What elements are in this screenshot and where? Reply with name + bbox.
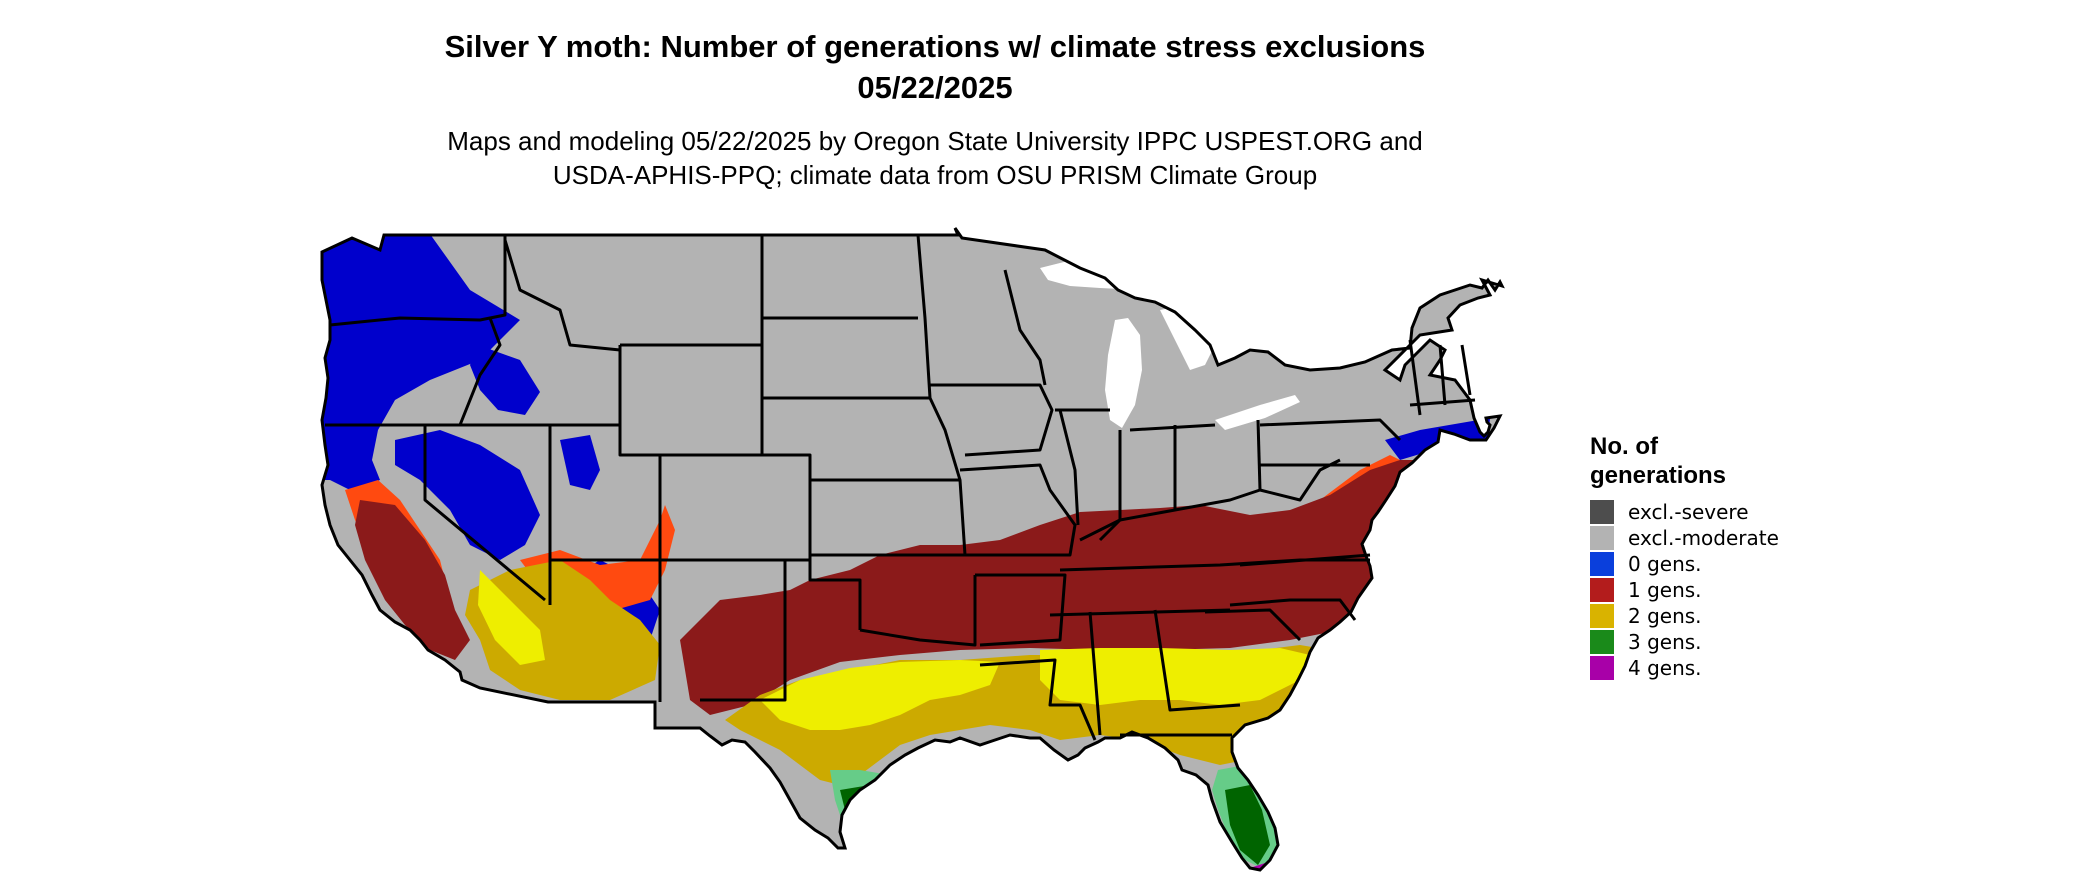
legend-swatch [1590, 552, 1614, 576]
border-co [660, 453, 812, 560]
legend-item-2-gens: 2 gens. [1590, 603, 1779, 629]
legend-title-line-1: No. of [1590, 433, 1658, 460]
legend: No. of generations excl.-severe excl.-mo… [1590, 432, 1779, 681]
legend-item-excl-severe: excl.-severe [1590, 499, 1779, 525]
legend-label: 3 gens. [1628, 630, 1702, 654]
zone-4-gens-keys [1225, 862, 1270, 870]
border-pa-ny [1259, 418, 1402, 442]
border-mo [959, 463, 1077, 557]
legend-swatch [1590, 500, 1614, 524]
border-id-west [458, 235, 507, 426]
state-borders [325, 234, 1476, 741]
map-subtitle: Maps and modeling 05/22/2025 by Oregon S… [0, 124, 1870, 192]
zone-2-gens-bright-se [1040, 648, 1310, 705]
legend-label: excl.-severe [1628, 500, 1749, 524]
title-line-2: 05/22/2025 [857, 70, 1013, 105]
zone-0-gens-utah [560, 435, 600, 490]
border-la [979, 658, 1097, 741]
zone-1-gens-west [355, 500, 470, 660]
border-ar [975, 573, 1067, 647]
title-line-1: Silver Y moth: Number of generations w/ … [444, 29, 1426, 64]
border-ma [1409, 398, 1476, 407]
border-ms-al [1088, 611, 1102, 736]
lake-michigan [1105, 318, 1142, 428]
legend-swatch [1590, 656, 1614, 680]
legend-item-3-gens: 3 gens. [1590, 629, 1779, 655]
border-il [1058, 409, 1080, 526]
lake-erie [1215, 395, 1300, 430]
border-me-nh [1460, 344, 1472, 396]
legend-swatch [1590, 526, 1614, 550]
zone-2-gens-ca [478, 570, 545, 665]
subtitle-line-1: Maps and modeling 05/22/2025 by Oregon S… [447, 126, 1423, 156]
legend-item-4-gens: 4 gens. [1590, 655, 1779, 681]
border-nc-sc [1229, 598, 1357, 621]
border-wa-or [329, 316, 491, 327]
border-ok-panhandle [808, 555, 862, 630]
legend-item-excl-moderate: excl.-moderate [1590, 525, 1779, 551]
legend-label: 0 gens. [1628, 552, 1702, 576]
legend-item-0-gens: 0 gens. [1590, 551, 1779, 577]
border-mn-west [916, 234, 967, 556]
border-mi-oh [1129, 423, 1216, 432]
border-vt-nh [1438, 344, 1447, 406]
legend-title: No. of generations [1590, 432, 1779, 490]
map-title: Silver Y moth: Number of generations w/ … [0, 26, 1870, 108]
subtitle-line-2: USDA-APHIS-PPQ; climate data from OSU PR… [552, 160, 1318, 190]
legend-swatch [1590, 630, 1614, 654]
border-ky-north [1079, 488, 1261, 542]
legend-item-1-gens: 1 gens. [1590, 577, 1779, 603]
border-ok-tx [859, 575, 977, 647]
border-nm-east [700, 560, 787, 702]
lake-huron [1160, 305, 1215, 370]
border-oh-pa [1256, 419, 1262, 491]
border-mn-wi [1003, 269, 1047, 386]
legend-label: excl.-moderate [1628, 526, 1779, 550]
legend-title-line-2: generations [1590, 462, 1727, 489]
zone-3-gens-texas-core [840, 785, 895, 845]
zone-3-gens-florida-core [1225, 785, 1270, 865]
legend-swatch [1590, 578, 1614, 602]
border-va-nc [1239, 553, 1371, 567]
border-ca-nv [423, 425, 546, 602]
border-ia [930, 383, 1054, 457]
zone-1-gens-south [680, 460, 1430, 715]
border-tn-south [1049, 608, 1231, 617]
border-mt-id [503, 239, 621, 352]
zone-2-gens-bright-band [760, 660, 1000, 730]
border-al-ga [1153, 609, 1241, 712]
zone-0-gens-pacific [322, 228, 520, 490]
legend-label: 1 gens. [1628, 578, 1702, 602]
border-ny-ne [1408, 339, 1422, 416]
legend-swatch [1590, 604, 1614, 628]
legend-label: 4 gens. [1628, 656, 1702, 680]
zone-2-gens-az [465, 560, 660, 700]
legend-label: 2 gens. [1628, 604, 1702, 628]
zone-0-gens-nevada [395, 430, 540, 560]
